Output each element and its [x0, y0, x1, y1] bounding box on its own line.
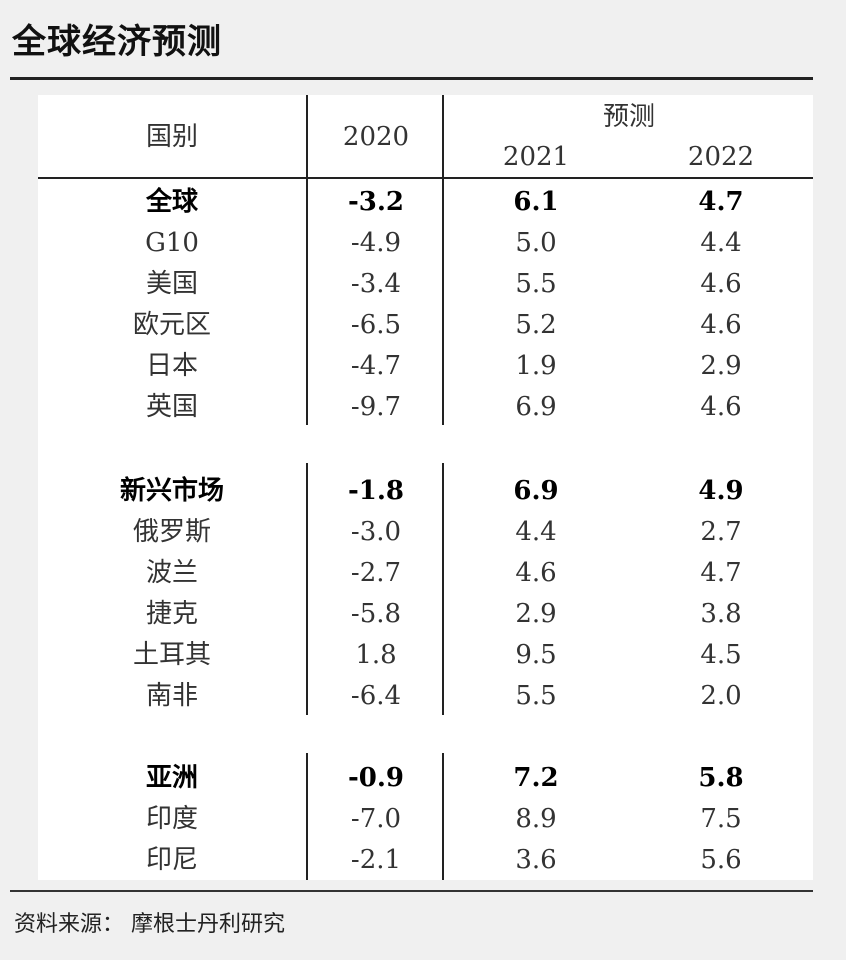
value-2022-cell: 4.7	[700, 558, 742, 588]
value-2020-cell: -0.9	[347, 763, 405, 793]
header-2022: 2022	[687, 142, 755, 172]
value-2020-cell: -4.9	[350, 228, 402, 258]
value-2021-cell: 6.9	[513, 476, 559, 506]
value-2020-cell: -6.5	[350, 310, 402, 340]
value-2020-cell: 1.8	[355, 640, 397, 670]
country-cell: 俄罗斯	[132, 517, 212, 547]
column-divider	[306, 463, 308, 715]
header-2020: 2020	[342, 122, 410, 152]
source-note: 资料来源： 摩根士丹利研究	[14, 912, 285, 937]
country-cell: 波兰	[145, 558, 199, 588]
country-cell: 土耳其	[132, 640, 212, 670]
value-2020-cell: -4.7	[350, 351, 402, 381]
country-cell: 新兴市场	[119, 476, 225, 506]
value-2022-cell: 4.6	[700, 310, 742, 340]
value-2021-cell: 2.9	[515, 599, 557, 629]
value-2020-cell: -3.4	[350, 269, 402, 299]
value-2021-cell: 4.6	[515, 558, 557, 588]
forecast-table: 国别 2020 预测 2021 2022 全球 -3.2 6.1 4.7 G10 -4.9…	[38, 95, 813, 880]
value-2021-cell: 4.4	[515, 517, 557, 547]
header-2021: 2021	[502, 142, 570, 172]
country-cell: 亚洲	[145, 763, 199, 793]
header-divider	[38, 177, 813, 179]
value-2021-cell: 5.5	[515, 681, 557, 711]
value-2022-cell: 4.5	[700, 640, 742, 670]
country-cell: G10	[145, 228, 199, 258]
value-2022-cell: 4.6	[700, 392, 742, 422]
header-country: 国别	[145, 122, 199, 152]
value-2021-cell: 5.0	[515, 228, 557, 258]
value-2021-cell: 7.2	[513, 763, 559, 793]
value-2021-cell: 6.1	[513, 187, 559, 217]
value-2020-cell: -1.8	[347, 476, 405, 506]
value-2022-cell: 5.8	[698, 763, 744, 793]
country-cell: 捷克	[145, 599, 199, 629]
value-2021-cell: 1.9	[515, 351, 557, 381]
value-2020-cell: -3.0	[350, 517, 402, 547]
column-divider	[442, 95, 444, 179]
column-divider	[306, 95, 308, 179]
page-title: 全球经济预测	[12, 22, 222, 62]
country-cell: 欧元区	[132, 310, 212, 340]
value-2021-cell: 3.6	[515, 845, 557, 875]
value-2022-cell: 4.9	[698, 476, 744, 506]
column-divider	[442, 463, 444, 715]
footer-divider	[10, 890, 813, 892]
title-divider	[10, 77, 813, 80]
value-2022-cell: 3.8	[700, 599, 742, 629]
country-cell: 全球	[145, 187, 199, 217]
value-2022-cell: 5.6	[700, 845, 742, 875]
value-2021-cell: 5.5	[515, 269, 557, 299]
value-2020-cell: -6.4	[350, 681, 402, 711]
header-forecast: 预测	[602, 102, 656, 132]
value-2022-cell: 2.0	[700, 681, 742, 711]
value-2020-cell: -3.2	[347, 187, 405, 217]
column-divider	[306, 179, 308, 425]
value-2022-cell: 4.7	[698, 187, 744, 217]
value-2020-cell: -7.0	[350, 804, 402, 834]
value-2020-cell: -9.7	[350, 392, 402, 422]
country-cell: 美国	[145, 269, 199, 299]
value-2021-cell: 9.5	[515, 640, 557, 670]
country-cell: 英国	[145, 392, 199, 422]
value-2021-cell: 8.9	[515, 804, 557, 834]
column-divider	[442, 179, 444, 425]
value-2022-cell: 7.5	[700, 804, 742, 834]
value-2021-cell: 6.9	[515, 392, 557, 422]
value-2021-cell: 5.2	[515, 310, 557, 340]
country-cell: 印尼	[145, 845, 199, 875]
column-divider	[306, 753, 308, 880]
country-cell: 南非	[145, 681, 199, 711]
country-cell: 印度	[145, 804, 199, 834]
column-divider	[442, 753, 444, 880]
value-2022-cell: 2.9	[700, 351, 742, 381]
value-2022-cell: 2.7	[700, 517, 742, 547]
value-2022-cell: 4.4	[700, 228, 742, 258]
value-2022-cell: 4.6	[700, 269, 742, 299]
country-cell: 日本	[145, 351, 199, 381]
value-2020-cell: -5.8	[350, 599, 402, 629]
value-2020-cell: -2.7	[350, 558, 402, 588]
value-2020-cell: -2.1	[350, 845, 402, 875]
